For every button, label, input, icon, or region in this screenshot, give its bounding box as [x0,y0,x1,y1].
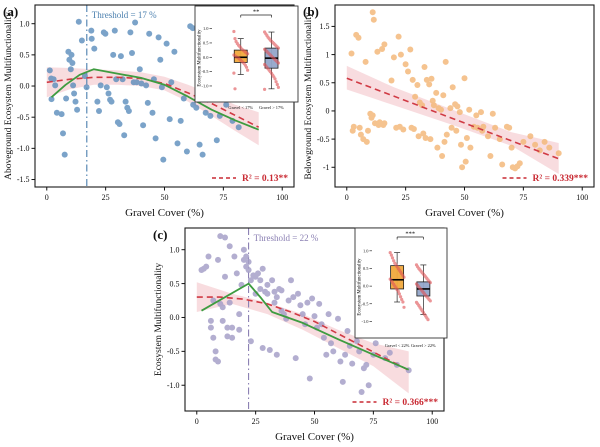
svg-text:0.5: 0.5 [320,78,330,87]
panel-a-aboveground: 0 25 50 75 100 -1.5 -1.0 -0.5 0.0 0.5 1.0 Gravel Co… [0,0,300,228]
inset-box-group [414,263,432,322]
y-axis-label: Ecosystem Multifunctionality [153,263,164,376]
smooth-fit-line [50,68,260,131]
chart-a: 0 25 50 75 100 -1.5 -1.0 -0.5 0.0 0.5 1.0 Gravel Co… [3,4,299,219]
svg-text:-1.0: -1.0 [202,83,210,88]
svg-text:25: 25 [402,193,410,202]
svg-text:1.5: 1.5 [320,22,330,31]
svg-text:1.0: 1.0 [363,248,369,253]
sig-label: ** [253,9,260,16]
svg-text:50: 50 [161,193,169,202]
svg-text:1.0: 1.0 [203,26,209,31]
inset-box-group [263,30,280,91]
svg-text:1.0: 1.0 [20,19,30,28]
panel-tag: (c) [153,227,167,242]
scatter-points [198,233,412,395]
panel-tag: (a) [3,4,18,19]
x-axis-label: Gravel Cover (%) [125,207,204,219]
svg-text:75: 75 [519,193,527,202]
svg-text:0.5: 0.5 [170,279,180,288]
confidence-band [346,65,559,174]
inset-group-label: Gravel > 17% [259,105,284,110]
svg-text:0: 0 [345,193,349,202]
r-squared-label: R² = 0.13** [242,174,288,184]
svg-text:-1.0: -1.0 [167,381,180,390]
svg-text:50: 50 [461,193,469,202]
inset-y-label: Ecosystem Multifunctionality [198,29,203,87]
svg-text:25: 25 [102,193,110,202]
regression-line [46,76,260,128]
svg-text:-0.5: -0.5 [317,135,330,144]
inset-y-ticks: 1.0 0.5 0.0 -0.5 -1.0 [362,248,372,324]
inset-group-label: Gravel < 17% [228,105,253,110]
threshold-label: Threshold = 22 % [254,233,319,243]
inset-box-group [388,251,406,309]
svg-text:-0.5: -0.5 [167,347,180,356]
svg-text:0.0: 0.0 [20,82,30,91]
svg-text:0.5: 0.5 [203,40,209,45]
svg-text:0: 0 [326,107,330,116]
svg-text:0.0: 0.0 [363,284,369,289]
r-squared-label: R² = 0.339*** [533,174,589,184]
svg-text:-1.5: -1.5 [17,175,30,184]
r-squared-label: R² = 0.366*** [383,398,439,408]
svg-text:-0.5: -0.5 [362,301,370,306]
inset-box-group [232,29,250,91]
x-axis-label: Gravel Cover (%) [425,207,504,219]
svg-text:0.0: 0.0 [203,55,209,60]
chart-c: 0 25 50 75 100 -1.0 -0.5 0.0 0.5 1.0 Gravel Cover … [153,227,448,443]
panel-tag: (b) [303,4,319,19]
svg-text:0.5: 0.5 [20,51,30,60]
inset-group-label: Gravel < 22% [385,343,410,348]
panel-b-belowground: 0 25 50 75 100 -1 -0.5 0 0.5 1 1.5 Gravel Cover (%)… [300,0,600,228]
panel-c-ecosystem: 0 25 50 75 100 -1.0 -0.5 0.0 0.5 1.0 Gravel Cover … [150,223,450,447]
inset-y-ticks: 1.0 0.5 0.0 -0.5 -1.0 [202,26,212,88]
svg-text:-1.0: -1.0 [17,144,30,153]
svg-text:75: 75 [369,417,377,426]
svg-text:50: 50 [311,417,319,426]
smooth-fit-line [201,282,410,371]
svg-text:100: 100 [276,193,288,202]
svg-text:-0.5: -0.5 [17,113,30,122]
axis-ticks: 0 25 50 75 100 -1 -0.5 0 0.5 1 1.5 [317,22,588,202]
svg-text:25: 25 [252,417,260,426]
inset-jitter-points [232,29,250,91]
x-axis-label: Gravel Cover (%) [275,431,354,443]
svg-text:1: 1 [326,50,330,59]
svg-text:-1.0: -1.0 [362,319,370,324]
chart-b: 0 25 50 75 100 -1 -0.5 0 0.5 1 1.5 Gravel Cover (%)… [303,4,595,219]
svg-text:0: 0 [45,193,49,202]
sig-label: *** [405,231,415,238]
inset-jitter-points [414,263,432,322]
svg-text:0.5: 0.5 [363,266,369,271]
inset-group-label: Gravel > 22% [411,343,436,348]
svg-text:-1: -1 [323,163,330,172]
threshold-label: Threshold = 17 % [92,10,157,20]
inset-jitter-points [388,251,406,309]
y-axis-label: Aboveground Ecosystem Multifunctionality [3,12,14,180]
scatter-points [348,9,562,172]
confidence-band [196,282,409,394]
svg-text:-0.5: -0.5 [202,69,210,74]
regression-line [346,77,559,160]
svg-text:100: 100 [426,417,438,426]
inset-y-label: Ecosystem Multifunctionality [358,258,363,316]
inset-jitter-points [263,30,280,91]
svg-text:1.0: 1.0 [170,245,180,254]
svg-text:0: 0 [195,417,199,426]
axis-ticks: 0 25 50 75 100 -1.5 -1.0 -0.5 0.0 0.5 1.0 [17,19,288,202]
inset-boxplot: 1.0 0.5 0.0 -0.5 -1.0 Ecosystem Multifunction… [354,227,448,348]
svg-text:0.0: 0.0 [170,313,180,322]
svg-text:100: 100 [576,193,588,202]
axis-ticks: 0 25 50 75 100 -1.0 -0.5 0.0 0.5 1.0 [167,245,438,426]
svg-text:75: 75 [219,193,227,202]
regression-line [196,296,410,372]
y-axis-label: Belowground Ecosystem Multifunctionality [303,12,314,180]
